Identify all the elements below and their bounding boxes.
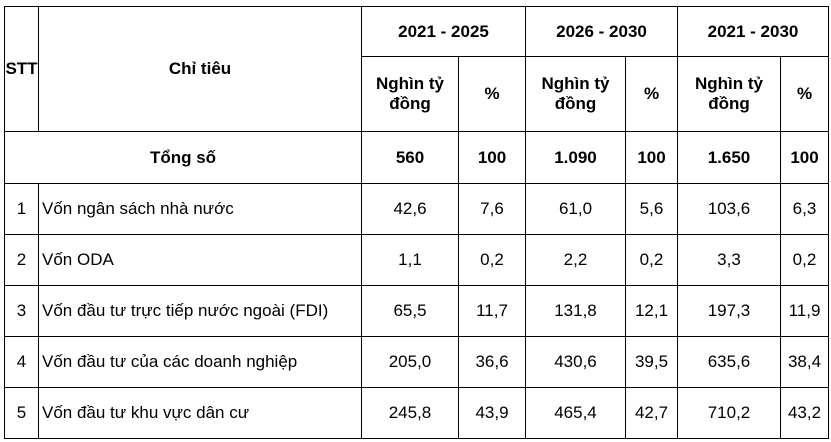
data-row: 3 Vốn đầu tư trực tiếp nước ngoài (FDI) 65… — [4, 285, 829, 337]
row-value: 1,1 — [361, 234, 459, 286]
data-row: 4 Vốn đầu tư của các doanh nghiệp 205,0 36,… — [4, 336, 829, 388]
row-value: 6,3 — [780, 183, 829, 235]
row-number: 1 — [4, 183, 39, 235]
header-row: Nghìn tỷ đồng% Nghìn tỷ đồng% Nghìn tỷ đồn… — [5, 56, 829, 132]
period-header: 2021 - 2030 — [677, 6, 829, 57]
row-value: 11,7 — [458, 285, 526, 337]
row-value: 0,2 — [780, 234, 829, 286]
row-value: 465,4 — [525, 387, 626, 439]
unit-header: % — [780, 56, 829, 132]
period-header: 2021 - 2025 — [361, 6, 526, 57]
row-value: 2,2 — [525, 234, 626, 286]
row-label: Vốn đầu tư trực tiếp nước ngoài (FDI) — [38, 285, 362, 337]
row-value: 11,9 — [780, 285, 829, 337]
row-number: 4 — [4, 336, 39, 388]
row-value: 43,2 — [780, 387, 829, 439]
row-value: 61,0 — [525, 183, 626, 235]
row-label: Vốn ODA — [38, 234, 362, 286]
row-label: Vốn đầu tư khu vực dân cư — [38, 387, 362, 439]
row-value: 42,7 — [625, 387, 678, 439]
unit-header: Nghìn tỷ đồng — [361, 56, 459, 132]
row-value: 3,3 — [677, 234, 781, 286]
row-number: 3 — [4, 285, 39, 337]
header-row: STT Chỉ tiêu 2021 - 2025 2026 - 2030 2021 - … — [4, 6, 829, 132]
row-number: 5 — [4, 387, 39, 439]
row-label: Vốn đầu tư của các doanh nghiệp — [38, 336, 362, 388]
total-value: 100 — [780, 131, 829, 184]
unit-header: Nghìn tỷ đồng — [525, 56, 626, 132]
row-value: 0,2 — [625, 234, 678, 286]
row-value: 7,6 — [458, 183, 526, 235]
stt-header: STT — [4, 6, 39, 132]
row-label: Vốn ngân sách nhà nước — [38, 183, 362, 235]
total-value: 560 — [361, 131, 459, 184]
unit-header: % — [458, 56, 526, 132]
data-row: 2 Vốn ODA 1,1 0,2 2,2 0,2 3,3 0,2 — [4, 234, 829, 286]
row-value: 65,5 — [361, 285, 459, 337]
unit-header: Nghìn tỷ đồng — [677, 56, 781, 132]
row-value: 205,0 — [361, 336, 459, 388]
row-value: 131,8 — [525, 285, 626, 337]
row-value: 245,8 — [361, 387, 459, 439]
row-value: 103,6 — [677, 183, 781, 235]
total-row: Tổng số 560 100 1.090 100 1.650 100 — [4, 131, 829, 184]
data-table: STT Chỉ tiêu 2021 - 2025 2026 - 2030 2021 - … — [4, 6, 829, 439]
row-value: 197,3 — [677, 285, 781, 337]
row-value: 12,1 — [625, 285, 678, 337]
total-value: 100 — [625, 131, 678, 184]
row-value: 39,5 — [625, 336, 678, 388]
row-value: 36,6 — [458, 336, 526, 388]
total-label: Tổng số — [4, 131, 362, 184]
row-value: 38,4 — [780, 336, 829, 388]
period-header: 2026 - 2030 — [525, 6, 678, 57]
row-value: 710,2 — [677, 387, 781, 439]
row-value: 635,6 — [677, 336, 781, 388]
unit-header: % — [625, 56, 678, 132]
row-value: 5,6 — [625, 183, 678, 235]
row-number: 2 — [4, 234, 39, 286]
data-row: 5 Vốn đầu tư khu vực dân cư 245,8 43,9 465,4… — [4, 387, 829, 439]
total-value: 100 — [458, 131, 526, 184]
row-value: 0,2 — [458, 234, 526, 286]
total-value: 1.650 — [677, 131, 781, 184]
row-value: 42,6 — [361, 183, 459, 235]
name-header: Chỉ tiêu — [38, 6, 362, 132]
data-row: 1 Vốn ngân sách nhà nước 42,6 7,6 61,0 5,6 103… — [4, 183, 829, 235]
total-value: 1.090 — [525, 131, 626, 184]
row-value: 43,9 — [458, 387, 526, 439]
row-value: 430,6 — [525, 336, 626, 388]
